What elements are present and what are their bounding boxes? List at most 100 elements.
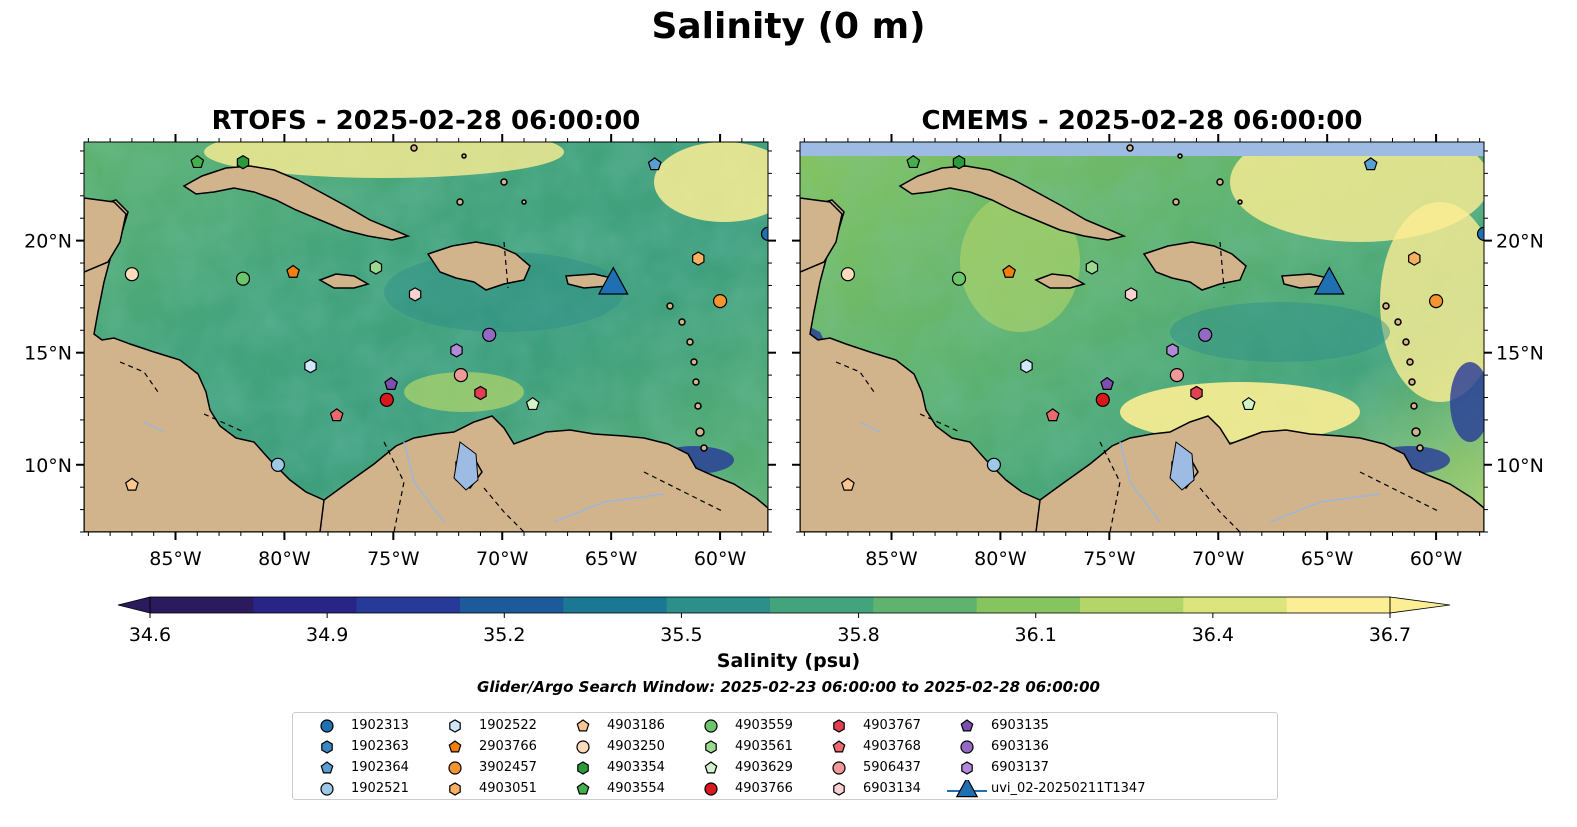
marker-6903137 (1166, 343, 1179, 358)
legend-marker-icon (832, 740, 846, 753)
legend-label: 4903250 (607, 739, 665, 754)
colorbar-extend-min (117, 596, 151, 614)
lat-tick-label: 15°N (24, 343, 72, 365)
borders (835, 241, 1441, 532)
high-salinity-patch (204, 142, 564, 178)
colorbar-segment (1183, 597, 1288, 613)
panel-frame (799, 141, 1485, 533)
high-salinity-patch (654, 142, 768, 222)
rivers (859, 421, 1381, 523)
marker-4903629 (525, 396, 540, 411)
lon-tick-label: 60°W (1410, 548, 1463, 570)
lon-tick-label: 60°W (694, 548, 747, 570)
lon-tick-label: 70°W (1192, 548, 1245, 570)
markers-cmems (840, 154, 1484, 491)
legend-label: 4903629 (735, 760, 793, 775)
lat-tick-label: 20°N (1496, 231, 1544, 253)
marker-4903561 (1085, 260, 1099, 275)
legend-marker-icon (704, 782, 718, 796)
legend-label: 4903559 (735, 718, 793, 733)
legend-marker-icon (576, 782, 590, 795)
legend-label: 6903134 (863, 781, 921, 796)
legend-label: 4903554 (607, 781, 665, 796)
marker-4903561 (369, 260, 383, 275)
marker-4903629 (1241, 396, 1256, 411)
legend-label: 4903561 (735, 739, 793, 754)
legend-marker-icon (320, 782, 334, 796)
marker-4903554 (190, 154, 205, 169)
legend-label: 6903135 (991, 718, 1049, 733)
marker-4903354 (236, 155, 250, 170)
legend-marker-icon (833, 719, 845, 733)
marker-1902364 (1363, 157, 1378, 171)
marker-4903051 (1408, 251, 1421, 266)
marker-uvi_02-20250211T1347 (597, 266, 629, 295)
lat-tick-label: 10°N (24, 455, 72, 477)
marker-5906437 (1169, 368, 1184, 383)
rivers (143, 421, 665, 523)
colorbar-segment (356, 597, 461, 613)
colorbar-segment (666, 597, 771, 613)
colorbar-tick-label: 36.1 (1015, 624, 1057, 646)
marker-6903134 (1124, 287, 1138, 302)
legend-label: 4903767 (863, 718, 921, 733)
borders (119, 241, 725, 532)
panel-rtofs (84, 142, 768, 532)
marker-3902457 (712, 294, 728, 309)
legend-label: 1902363 (351, 739, 409, 754)
legend: 1902313 1902363 1902364 1902521 1902522 29037… (292, 712, 1278, 800)
marker-4903766 (1095, 392, 1110, 407)
legend-label: 4903186 (607, 718, 665, 733)
legend-label: 4903354 (607, 760, 665, 775)
amazon-plume (1450, 362, 1484, 442)
marker-4903768 (1045, 408, 1060, 422)
marker-4903186 (125, 477, 139, 491)
colorbar-segment (770, 597, 874, 613)
legend-label: 1902313 (351, 718, 409, 733)
legend-label: 1902364 (351, 760, 409, 775)
legend-label: 6903137 (991, 760, 1049, 775)
legend-marker-icon (961, 761, 973, 775)
lat-tick-label: 15°N (1496, 343, 1544, 365)
colorbar-segment (1080, 597, 1184, 613)
colorbar-segment (150, 597, 254, 613)
colorbar-tick-label: 35.5 (660, 624, 702, 646)
low-salinity-patch (1170, 302, 1390, 362)
marker-1902313 (760, 226, 768, 241)
panel-title-rtofs: RTOFS - 2025-02-28 06:00:00 (211, 106, 641, 136)
lake-maracaibo (1169, 441, 1195, 491)
high-salinity-patch (960, 192, 1080, 332)
colorbar-segment (253, 597, 358, 613)
legend-marker-icon (449, 719, 461, 733)
figure-title: Salinity (0 m) (651, 6, 926, 47)
marker-4903554 (906, 154, 921, 169)
marker-5906437 (453, 368, 468, 383)
colorbar-segment (460, 597, 564, 613)
legend-marker-icon (321, 740, 333, 754)
legend-label: 6903136 (991, 739, 1049, 754)
colorbar-segment (873, 597, 978, 613)
marker-6903136 (482, 327, 497, 342)
lat-tick-label: 20°N (24, 231, 72, 253)
legend-marker-icon (576, 740, 590, 754)
legend-label: 3902457 (479, 760, 537, 775)
marker-6903136 (1198, 327, 1213, 342)
legend-marker-icon (947, 780, 987, 798)
axis-ticks: 85°W 80°W 75°W 70°W 65°W 60°W 10°N 15°N 20°N 85°W… (24, 134, 1544, 570)
legend-marker-icon (960, 740, 974, 754)
colorbar-segment (976, 597, 1081, 613)
lon-tick-label: 65°W (1301, 548, 1354, 570)
marker-4903768 (329, 408, 344, 422)
legend-marker-icon (960, 719, 974, 732)
marker-6903135 (1100, 376, 1114, 390)
colorbar-tick-label: 35.2 (483, 624, 525, 646)
marker-4903767 (474, 385, 487, 401)
marker-1902521 (986, 457, 1001, 472)
lon-tick-label: 65°W (585, 548, 638, 570)
marker-6903137 (450, 343, 463, 358)
search-window-caption: Glider/Argo Search Window: 2025-02-23 06… (477, 678, 1100, 696)
colorbar-tick-label: 36.7 (1369, 624, 1411, 646)
legend-marker-icon (833, 782, 845, 796)
legend-marker-icon (449, 782, 461, 796)
